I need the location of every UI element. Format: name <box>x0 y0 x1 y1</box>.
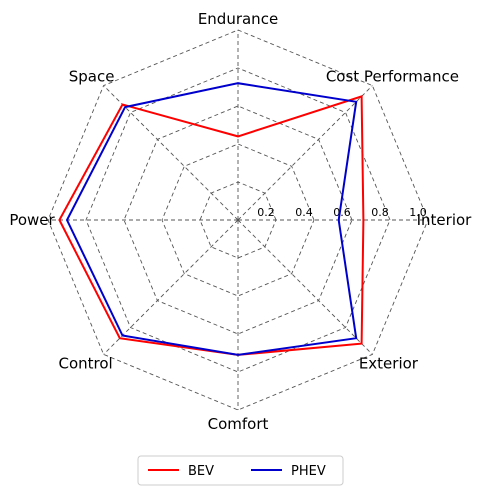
grid-spoke <box>103 219 239 355</box>
radar-series <box>58 82 365 356</box>
radial-tick-label: 0.2 <box>257 206 275 219</box>
grid-spoke <box>237 219 373 355</box>
radial-tick-label: 0.4 <box>295 206 313 219</box>
axis-label-space: Space <box>69 68 115 86</box>
legend-label-bev: BEV <box>188 464 214 479</box>
axis-label-cost-performance: Cost Performance <box>326 68 459 86</box>
series-line-bev <box>58 95 365 356</box>
legend-box <box>137 455 344 486</box>
radial-tick-labels: 0.2 0.4 0.6 0.8 1.0 <box>257 206 427 219</box>
radial-tick-label: 0.6 <box>333 206 351 219</box>
axis-label-endurance: Endurance <box>198 10 278 28</box>
legend: BEV PHEV <box>137 455 344 486</box>
grid-ring <box>161 143 315 297</box>
axis-label-power: Power <box>9 211 55 229</box>
radial-tick-label: 1.0 <box>409 206 427 219</box>
grid-ring <box>123 105 353 335</box>
radial-tick-label: 0.8 <box>371 206 389 219</box>
grid-ring <box>199 181 277 259</box>
radar-grid <box>47 29 429 411</box>
grid-spoke <box>237 85 373 221</box>
legend-label-phev: PHEV <box>291 464 326 479</box>
axis-label-control: Control <box>58 354 112 372</box>
axis-label-interior: Interior <box>417 211 473 229</box>
axis-label-comfort: Comfort <box>208 415 269 433</box>
axis-label-exterior: Exterior <box>359 354 419 372</box>
series-line-phev <box>65 82 358 356</box>
grid-ring <box>85 67 391 373</box>
grid-spoke <box>103 85 239 221</box>
axis-labels: Interior Cost Performance Endurance Space Po… <box>9 10 472 433</box>
